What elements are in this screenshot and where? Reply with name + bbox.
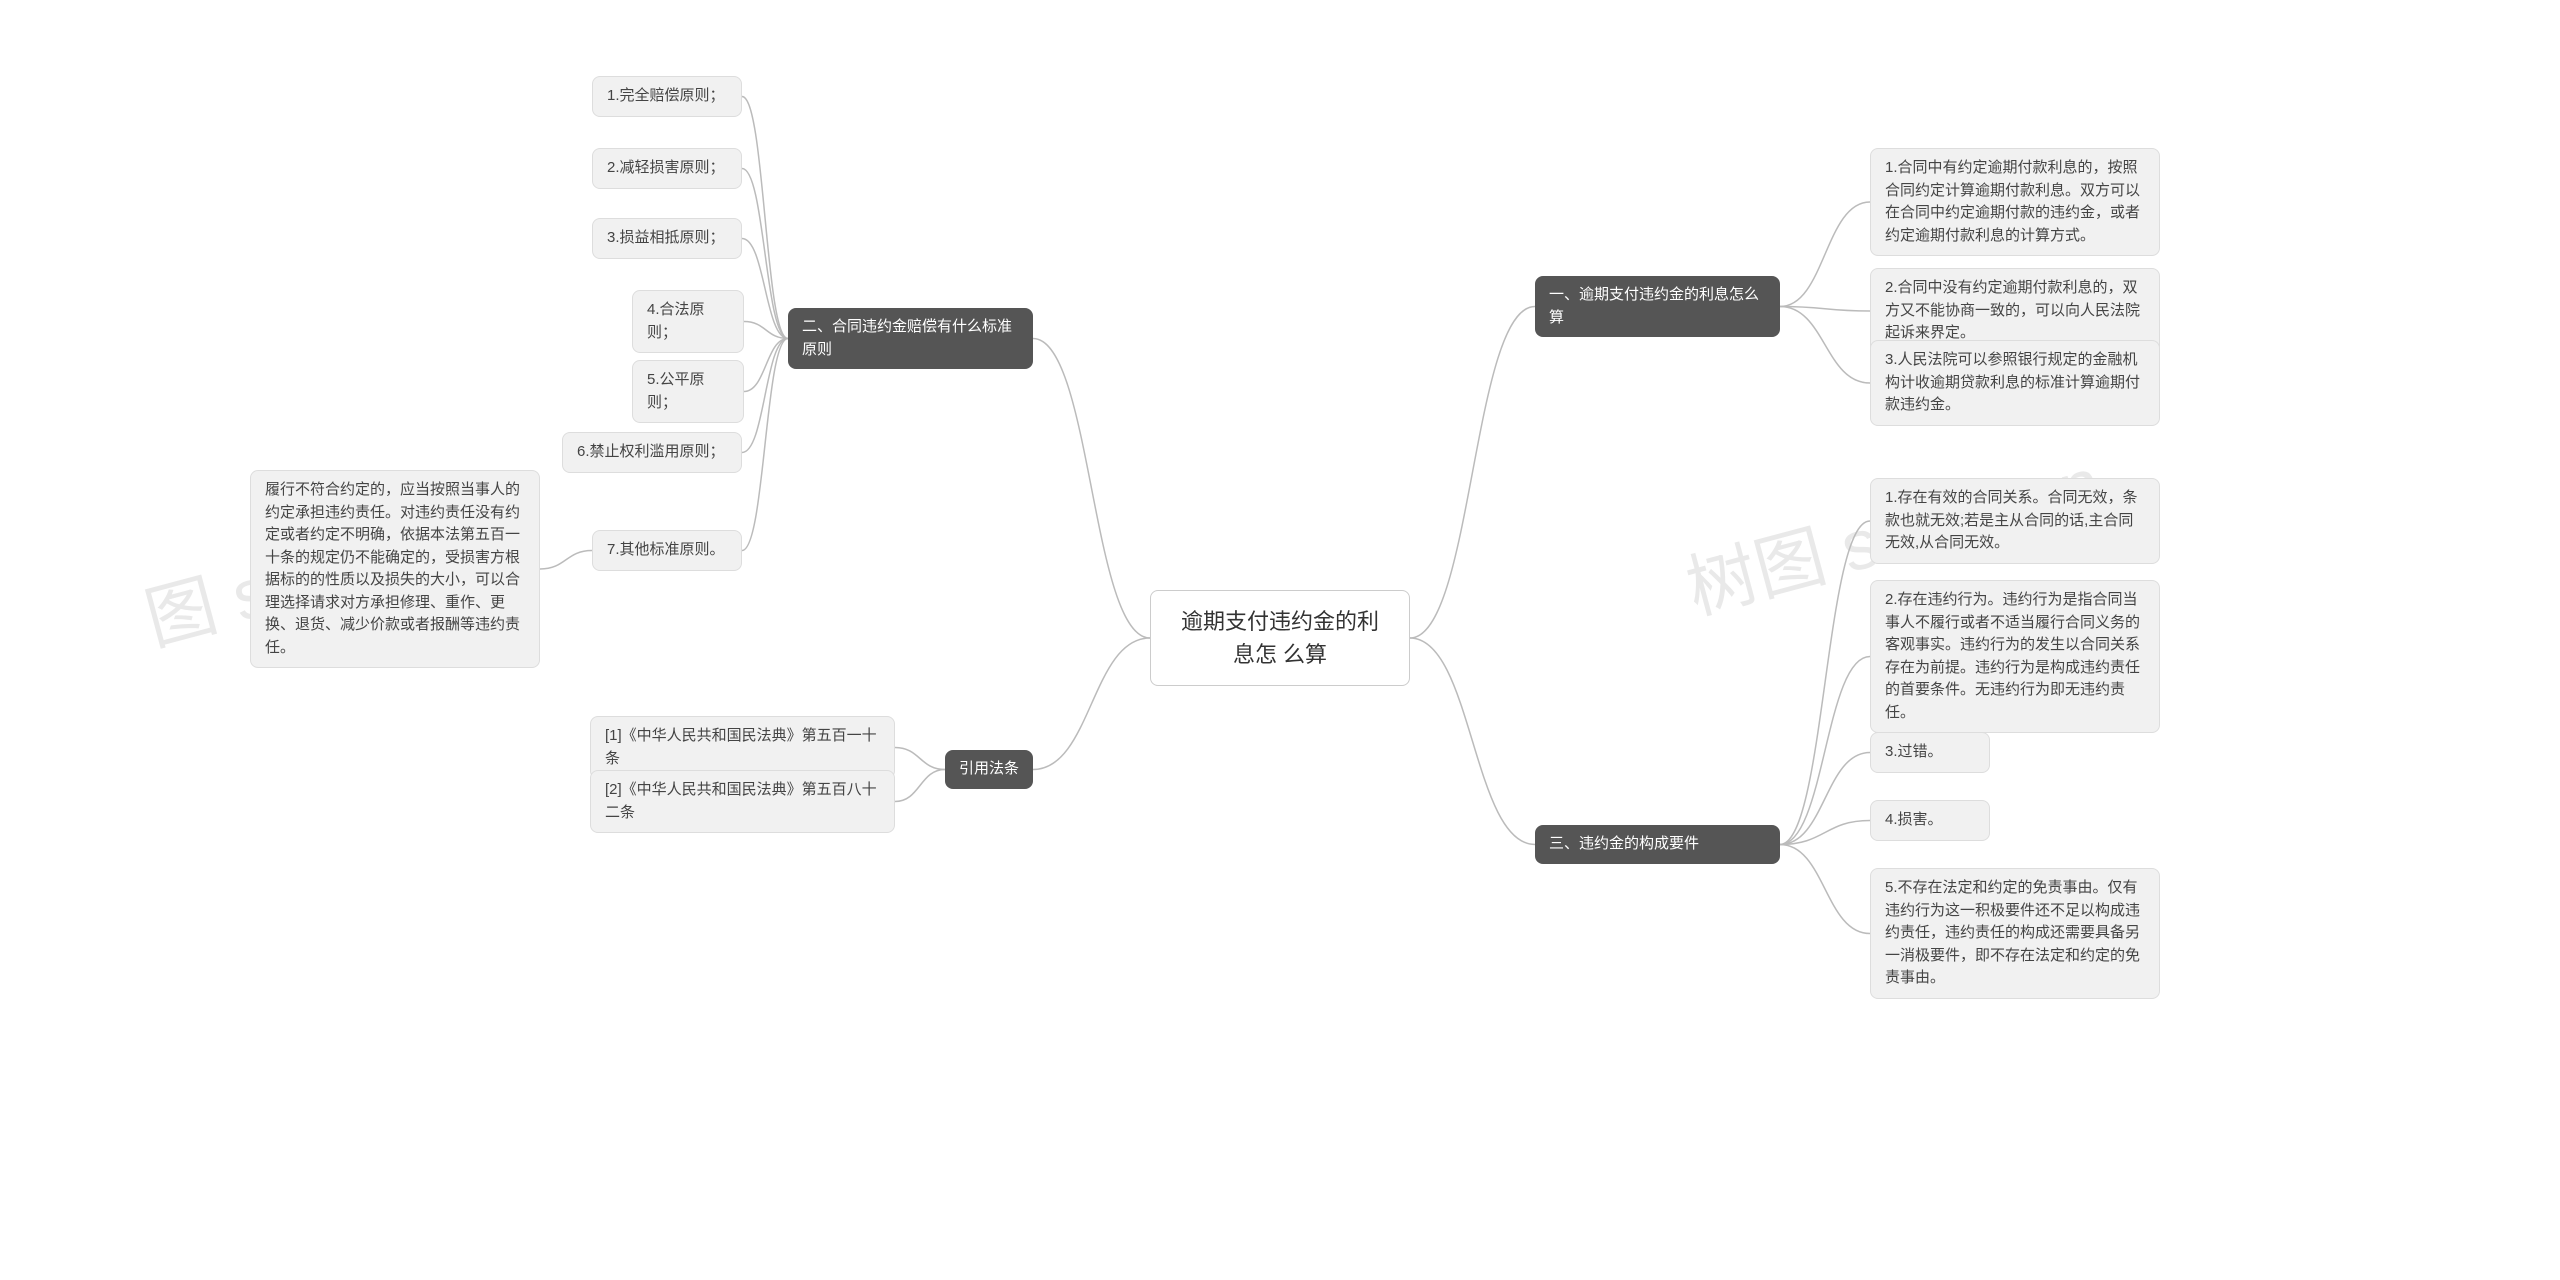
- leaf-right-1-1: 1.合同中有约定逾期付款利息的，按照合同约定计算逾期付款利息。双方可以在合同中约…: [1870, 148, 2160, 256]
- leaf-right-2-3: 3.过错。: [1870, 732, 1990, 773]
- root-node: 逾期支付违约金的利息怎 么算: [1150, 590, 1410, 686]
- branch-right-1: 一、逾期支付违约金的利息怎么算: [1535, 276, 1780, 337]
- leaf-right-2-5: 5.不存在法定和约定的免责事由。仅有违约行为这一积极要件还不足以构成违约责任，违…: [1870, 868, 2160, 999]
- leaf-left-1-7-sub: 履行不符合约定的，应当按照当事人的约定承担违约责任。对违约责任没有约定或者约定不…: [250, 470, 540, 668]
- leaf-left-1-3: 3.损益相抵原则；: [592, 218, 742, 259]
- leaf-left-1-4: 4.合法原则；: [632, 290, 744, 353]
- branch-left-2: 引用法条: [945, 750, 1033, 789]
- leaf-right-2-1: 1.存在有效的合同关系。合同无效，条款也就无效;若是主从合同的话,主合同无效,从…: [1870, 478, 2160, 564]
- branch-right-2: 三、违约金的构成要件: [1535, 825, 1780, 864]
- leaf-left-1-6: 6.禁止权利滥用原则；: [562, 432, 742, 473]
- leaf-right-2-4: 4.损害。: [1870, 800, 1990, 841]
- leaf-left-1-1: 1.完全赔偿原则；: [592, 76, 742, 117]
- leaf-right-1-3: 3.人民法院可以参照银行规定的金融机构计收逾期贷款利息的标准计算逾期付款违约金。: [1870, 340, 2160, 426]
- leaf-right-2-2: 2.存在违约行为。违约行为是指合同当事人不履行或者不适当履行合同义务的客观事实。…: [1870, 580, 2160, 733]
- leaf-left-1-7: 7.其他标准原则。: [592, 530, 742, 571]
- leaf-left-1-2: 2.减轻损害原则；: [592, 148, 742, 189]
- leaf-left-1-5: 5.公平原则；: [632, 360, 744, 423]
- leaf-left-2-2: [2]《中华人民共和国民法典》第五百八十二条: [590, 770, 895, 833]
- branch-left-1: 二、合同违约金赔偿有什么标准原则: [788, 308, 1033, 369]
